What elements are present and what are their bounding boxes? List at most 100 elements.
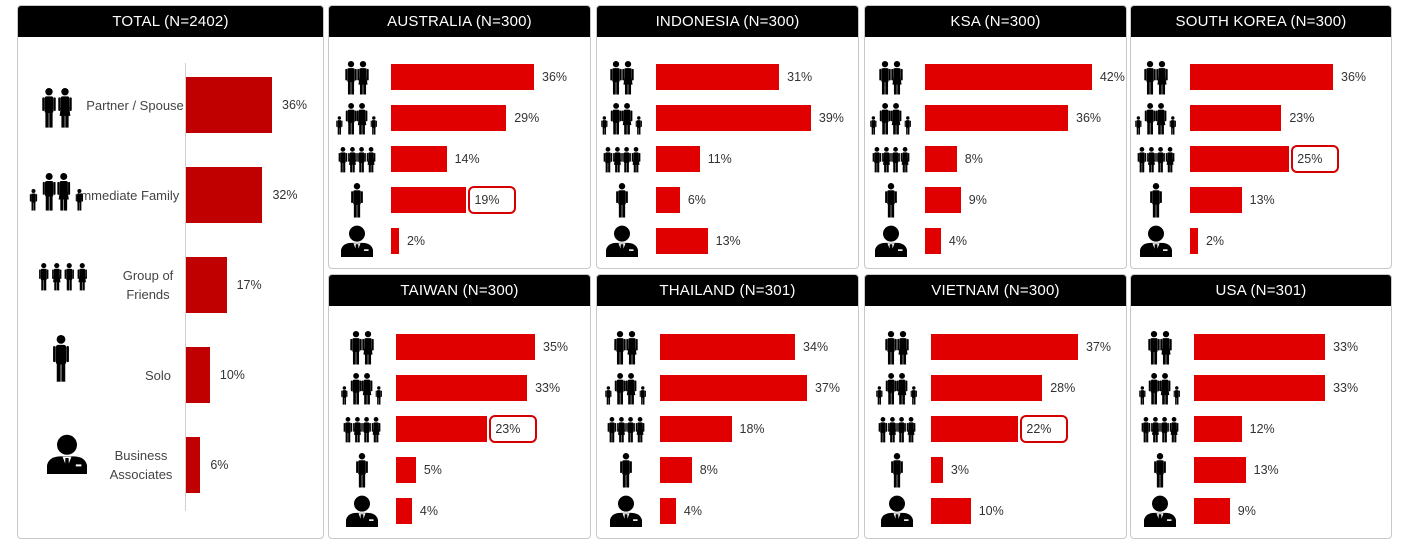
solo-icon — [1150, 452, 1170, 488]
business-icon — [341, 225, 373, 257]
bar — [931, 457, 943, 483]
solo-icon — [352, 452, 372, 488]
couple-icon — [607, 59, 637, 95]
panel-country: VIETNAM (N=300) 37% 28% 22% 3% 10% — [864, 274, 1127, 539]
highlight-box — [1020, 415, 1069, 443]
panel-country: THAILAND (N=301) 34% 37% 18% 8% 4% — [596, 274, 859, 539]
panel-title: KSA (N=300) — [865, 6, 1126, 37]
solo-icon — [347, 182, 367, 218]
panel-country: TAIWAN (N=300) 35% 33% 23% 5% 4% — [328, 274, 591, 539]
group-icon — [872, 144, 910, 174]
bar — [186, 167, 263, 223]
business-icon — [610, 495, 642, 527]
highlight-box — [489, 415, 538, 443]
data-label: 28% — [1050, 381, 1076, 395]
solo-icon — [49, 334, 73, 382]
data-label: 9% — [968, 193, 987, 207]
family-icon — [1139, 371, 1181, 405]
group-icon — [1137, 144, 1175, 174]
bar — [925, 146, 957, 172]
family-icon — [876, 371, 918, 405]
couple-icon — [1145, 329, 1175, 365]
data-label: 13% — [715, 234, 741, 248]
solo-icon — [887, 452, 907, 488]
panel-title: VIETNAM (N=300) — [865, 275, 1126, 306]
bar — [391, 64, 534, 90]
group-icon — [878, 414, 916, 444]
data-label: 37% — [814, 381, 840, 395]
data-label: 33% — [1333, 340, 1359, 354]
couple-icon — [342, 59, 372, 95]
category-label: Partner / Spouse — [86, 97, 184, 113]
business-icon — [606, 225, 638, 257]
category-label: Immediate Family — [76, 187, 180, 203]
couple-icon — [611, 329, 641, 365]
bar — [1190, 228, 1198, 254]
data-label: 35% — [543, 340, 569, 354]
bar — [660, 375, 807, 401]
solo-icon — [616, 452, 636, 488]
business-icon — [346, 495, 378, 527]
highlight-box — [1291, 145, 1340, 173]
panel-country: USA (N=301) 33% 33% 12% 13% 9% — [1130, 274, 1392, 539]
panel-total: TOTAL (N=2402) Partner / Spouse 36% Immedia… — [17, 5, 324, 539]
business-icon — [47, 434, 87, 474]
business-icon — [1144, 495, 1176, 527]
bar — [931, 498, 971, 524]
bar — [391, 146, 447, 172]
category-label: Business Associates — [109, 448, 173, 482]
bar — [925, 64, 1092, 90]
bar — [1194, 375, 1326, 401]
y-axis-line — [185, 63, 186, 511]
data-label: 36% — [1341, 70, 1367, 84]
bar — [391, 105, 507, 131]
bar — [656, 187, 680, 213]
group-icon — [1141, 414, 1179, 444]
business-icon — [1140, 225, 1172, 257]
data-label: 11% — [707, 152, 732, 166]
data-label: 3% — [950, 463, 969, 477]
data-label: 10% — [978, 504, 1004, 518]
data-label: 5% — [423, 463, 442, 477]
couple-icon — [347, 329, 377, 365]
bar — [1194, 416, 1242, 442]
data-label: 4% — [948, 234, 967, 248]
data-label: 23% — [495, 422, 521, 436]
bar — [186, 437, 201, 493]
couple-icon — [1141, 59, 1171, 95]
data-label: 18% — [739, 422, 765, 436]
family-icon — [601, 101, 643, 135]
panel-title: INDONESIA (N=300) — [597, 6, 858, 37]
group-icon — [338, 144, 376, 174]
data-label: 9% — [1237, 504, 1256, 518]
panel-title: USA (N=301) — [1131, 275, 1391, 306]
panel-title: SOUTH KOREA (N=300) — [1131, 6, 1391, 37]
bar — [660, 457, 692, 483]
data-label: 31% — [787, 70, 813, 84]
bar — [1194, 498, 1230, 524]
data-label: 8% — [699, 463, 718, 477]
solo-icon — [881, 182, 901, 218]
bar — [1194, 457, 1246, 483]
bar — [931, 416, 1019, 442]
bar — [186, 77, 272, 133]
bar — [656, 228, 708, 254]
bar — [660, 416, 732, 442]
data-label: 4% — [683, 504, 702, 518]
category-label: Solo — [144, 367, 172, 383]
bar — [396, 498, 412, 524]
bar — [925, 187, 961, 213]
bar — [396, 375, 528, 401]
bar — [931, 375, 1043, 401]
couple-icon — [882, 329, 912, 365]
bar — [660, 334, 796, 360]
data-label: 33% — [535, 381, 561, 395]
data-label: 25% — [1297, 152, 1323, 166]
data-label: 6% — [210, 458, 229, 472]
panel-title: TOTAL (N=2402) — [18, 6, 323, 37]
bar — [925, 228, 941, 254]
bar — [931, 334, 1078, 360]
data-label: 13% — [1249, 193, 1275, 207]
data-label: 22% — [1026, 422, 1052, 436]
bar — [1190, 64, 1333, 90]
